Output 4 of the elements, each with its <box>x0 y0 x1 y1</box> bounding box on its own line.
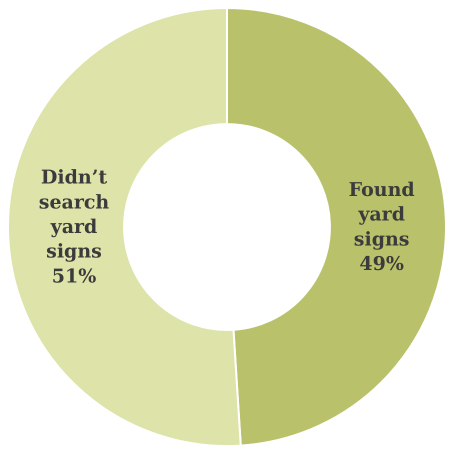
slice-label: Didn’t search yard signs <box>38 166 110 263</box>
slice-label: Found yard signs <box>348 178 415 250</box>
data-label: 51% <box>52 265 96 288</box>
data-label: 49% <box>359 253 404 276</box>
